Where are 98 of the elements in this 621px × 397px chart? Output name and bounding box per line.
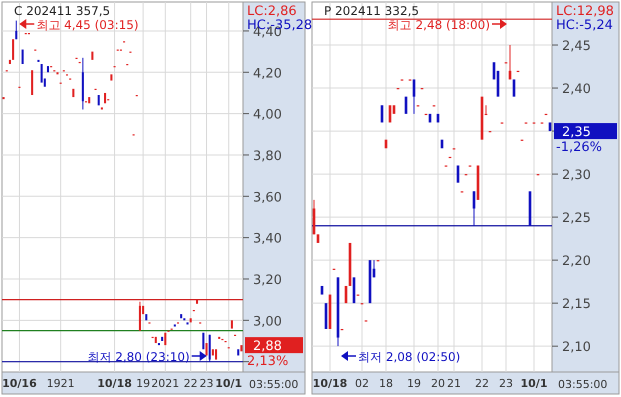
text: -1,26% — [556, 140, 602, 156]
candlestick — [22, 50, 24, 64]
y-tick-label: 2,20 — [562, 254, 591, 270]
candlestick — [412, 78, 416, 114]
candlestick — [98, 95, 100, 106]
text: 03:55:00 — [558, 378, 608, 391]
y-tick-label: 3,60 — [253, 190, 282, 206]
candlestick — [352, 277, 356, 304]
candlestick — [428, 114, 432, 122]
candlestick — [528, 191, 532, 226]
y-tick-label: 4,20 — [253, 66, 282, 82]
candlestick — [161, 336, 164, 341]
candlestick — [436, 114, 440, 122]
text: 2,13% — [247, 354, 288, 370]
x-tick-label: 19 — [407, 377, 421, 390]
text: HC:-5,24 — [556, 18, 613, 33]
candlestick — [230, 320, 233, 329]
x-tick-label: 19 — [136, 377, 150, 390]
candlestick — [40, 64, 43, 83]
candlestick — [104, 92, 106, 104]
candlestick — [215, 349, 218, 360]
candlestick — [476, 165, 480, 200]
candlestick — [206, 343, 208, 356]
y-tick-label: 2,40 — [562, 82, 591, 98]
y-tick-label: 3,80 — [253, 148, 282, 164]
y-tick-label: 2,25 — [562, 211, 591, 226]
candlestick — [316, 234, 320, 243]
candlestick — [320, 286, 324, 295]
annotation: 최저 2,08 (02:50) — [358, 350, 460, 364]
candlestick — [404, 96, 408, 114]
candlestick — [368, 260, 372, 304]
candlestick — [31, 70, 34, 96]
x-tick-label: 10/18 — [97, 377, 132, 390]
x-tick-label: 18 — [379, 377, 393, 390]
annotation: 최고 4,45 (03:15) — [36, 18, 139, 32]
candlestick — [12, 39, 14, 60]
x-tick-label: 10/16 — [2, 377, 38, 390]
candlestick — [91, 52, 94, 60]
x-tick-label: 2021 — [151, 377, 180, 390]
candlestick — [328, 294, 332, 329]
candlestick — [472, 190, 476, 226]
candlestick — [380, 105, 384, 122]
x-tick-label: 10/1 — [520, 377, 548, 390]
candlestick — [440, 140, 444, 148]
y-tick-label: 3,40 — [253, 232, 282, 247]
candlestick — [240, 345, 242, 352]
y-tick-label: 4,00 — [253, 108, 282, 123]
candlestick — [480, 96, 484, 140]
candlestick — [110, 74, 112, 81]
x-tick-label: 20 — [431, 377, 445, 390]
text: LC:2,86 — [247, 4, 297, 19]
candlestick — [324, 303, 328, 329]
chart-title: P 202411 332,5 — [324, 4, 420, 18]
candlestick — [154, 336, 157, 344]
chart-title: C 202411 357,5 — [14, 4, 110, 18]
y-tick-label: 3,20 — [253, 272, 282, 288]
candlestick — [512, 79, 516, 97]
x-tick-label: 10/1 — [215, 377, 242, 390]
x-tick-label: 22 — [184, 377, 198, 390]
x-tick-label: 23 — [499, 377, 513, 390]
candlestick — [145, 314, 148, 320]
candlestick — [237, 349, 240, 356]
x-tick-label: 23 — [200, 377, 214, 390]
x-tick-label: 1921 — [46, 377, 75, 390]
candlestick — [344, 286, 348, 304]
text: 2,35 — [562, 125, 591, 140]
annotation: 최고 2,48 (18:00) — [388, 18, 490, 32]
candlestick — [196, 300, 198, 304]
candlestick — [388, 105, 392, 122]
candlestick — [190, 318, 192, 322]
y-tick-label: 2,45 — [562, 39, 591, 54]
text: LC:12,98 — [556, 4, 614, 19]
candlestick — [212, 349, 214, 356]
candlestick — [384, 140, 388, 148]
y-tick-label: 3,00 — [253, 314, 282, 330]
candlestick — [46, 66, 50, 72]
x-tick-label: 10/18 — [312, 377, 348, 390]
candlestick — [348, 242, 352, 286]
candlestick — [180, 314, 182, 318]
candlestick — [88, 97, 90, 104]
candlestick — [548, 122, 552, 132]
candlestick — [15, 20, 18, 40]
y-tick-label: 2,30 — [562, 168, 591, 184]
candlestick — [202, 332, 204, 350]
y-tick-label: 2,10 — [562, 340, 591, 356]
text: 03:55:00 — [249, 378, 298, 391]
y-tick-label: 2,15 — [562, 297, 591, 312]
x-tick-label: 22 — [475, 377, 489, 390]
candlestick — [174, 324, 176, 327]
x-tick-label: 21 — [447, 377, 461, 390]
candlestick — [72, 88, 74, 98]
annotation: 최저 2,80 (23:10) — [87, 350, 190, 364]
candlestick — [164, 332, 166, 346]
x-tick-label: 02 — [355, 377, 369, 390]
text: 2,88 — [253, 339, 282, 354]
candlestick — [508, 44, 512, 80]
candlestick — [8, 60, 11, 64]
candlestick — [456, 165, 460, 183]
